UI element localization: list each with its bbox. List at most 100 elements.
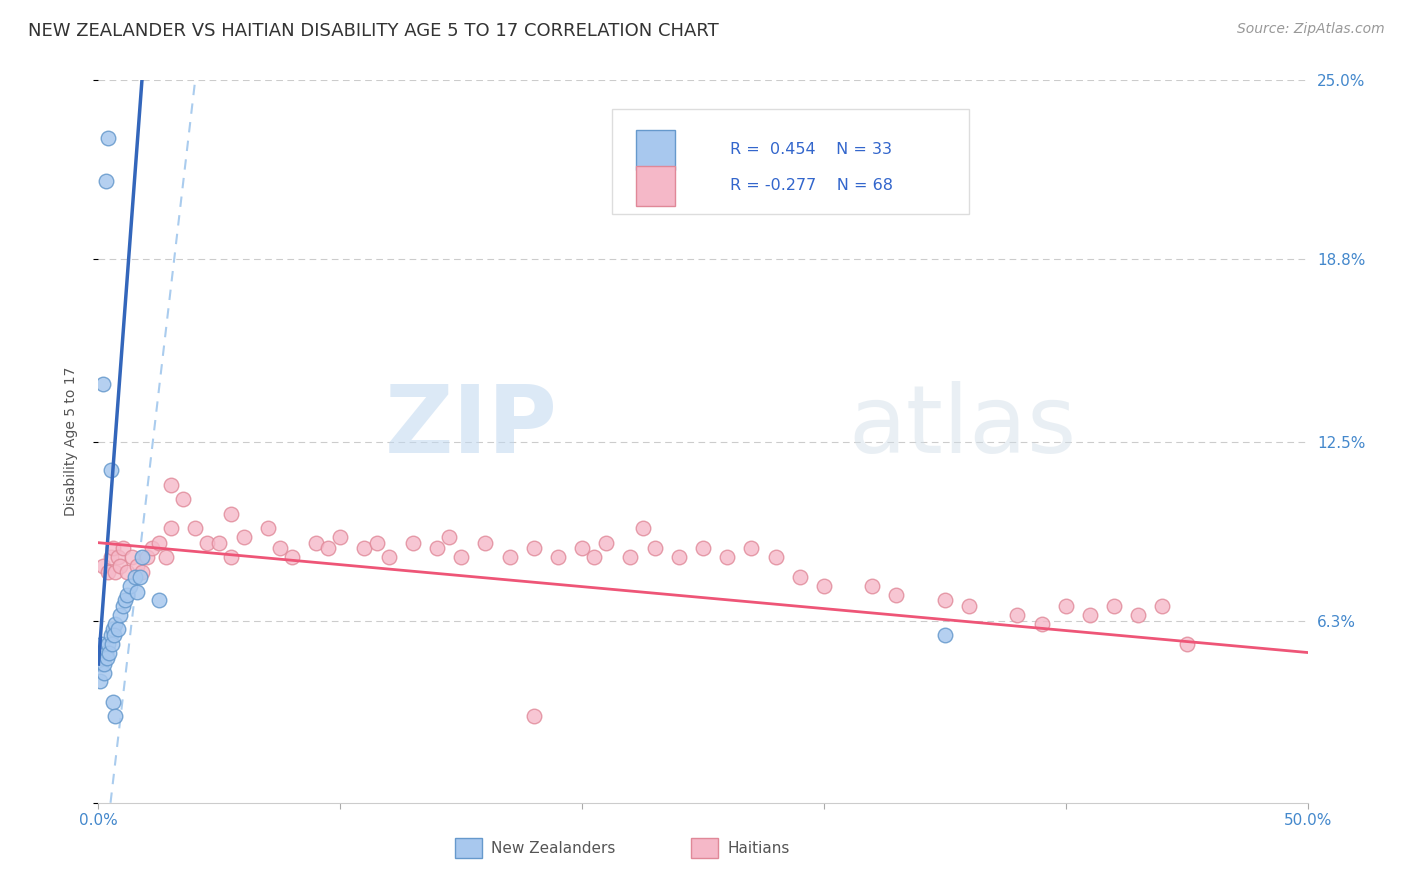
Point [100,463,122,477]
Point [547,550,569,565]
Point [1152,599,1174,614]
Point [97,637,120,651]
Point [131,565,153,579]
Point [100,637,122,651]
Point [668,550,690,565]
Point [93,657,115,671]
Point [426,541,449,556]
Point [1078,607,1101,622]
Point [595,535,617,549]
Point [117,565,139,579]
Point [1031,616,1053,631]
Point [127,584,149,599]
Point [121,550,143,565]
Point [571,541,593,556]
Point [108,558,131,573]
Point [498,550,520,565]
Point [100,628,122,642]
Point [1007,607,1029,622]
FancyBboxPatch shape [456,838,482,858]
Point [377,550,399,565]
Point [450,550,472,565]
Point [94,174,117,188]
Point [619,550,641,565]
Point [583,550,606,565]
Point [269,541,291,556]
Point [131,550,153,565]
Point [934,593,956,607]
Point [208,535,231,549]
Point [631,521,654,535]
Point [148,593,170,607]
Point [1128,607,1150,622]
Point [765,550,787,565]
Point [437,530,460,544]
Point [860,579,883,593]
Point [118,579,141,593]
Point [104,565,127,579]
Text: Source: ZipAtlas.com: Source: ZipAtlas.com [1237,22,1385,37]
Point [111,599,134,614]
Point [93,665,115,680]
Text: atlas: atlas [848,381,1077,473]
Point [91,376,114,391]
Point [256,521,278,535]
Point [281,550,304,565]
Point [124,570,146,584]
Point [934,628,956,642]
Text: R =  0.454    N = 33: R = 0.454 N = 33 [730,143,891,157]
Point [740,541,762,556]
Point [97,131,120,145]
Point [644,541,666,556]
Point [160,521,183,535]
Point [107,550,129,565]
Point [172,492,194,507]
Point [305,535,328,549]
Point [813,579,835,593]
Point [1102,599,1125,614]
Point [127,558,149,573]
Point [111,541,134,556]
Point [91,651,114,665]
Point [148,535,170,549]
Point [474,535,496,549]
Y-axis label: Disability Age 5 to 17: Disability Age 5 to 17 [63,367,77,516]
Point [108,607,131,622]
Point [353,541,375,556]
Point [957,599,980,614]
Point [114,593,136,607]
Point [91,637,114,651]
Point [135,550,157,565]
Text: R = -0.277    N = 68: R = -0.277 N = 68 [730,178,893,194]
Point [155,550,177,565]
Point [716,550,738,565]
Point [789,570,811,584]
Point [101,695,124,709]
Point [329,530,352,544]
Point [316,541,339,556]
Point [128,570,150,584]
Point [90,657,112,671]
FancyBboxPatch shape [613,109,969,214]
Point [886,588,908,602]
Point [117,588,139,602]
Point [366,535,388,549]
Point [101,623,124,637]
FancyBboxPatch shape [690,838,717,858]
FancyBboxPatch shape [637,166,675,206]
Point [232,530,254,544]
Point [97,565,120,579]
Point [184,521,207,535]
Point [101,541,124,556]
Point [94,646,117,660]
Text: New Zealanders: New Zealanders [492,841,616,855]
FancyBboxPatch shape [637,130,675,169]
Text: NEW ZEALANDER VS HAITIAN DISABILITY AGE 5 TO 17 CORRELATION CHART: NEW ZEALANDER VS HAITIAN DISABILITY AGE … [28,22,718,40]
Point [1175,637,1198,651]
Point [104,709,127,723]
Point [221,507,243,521]
Point [141,541,163,556]
Point [402,535,425,549]
Text: ZIP: ZIP [385,381,558,473]
Point [221,550,243,565]
